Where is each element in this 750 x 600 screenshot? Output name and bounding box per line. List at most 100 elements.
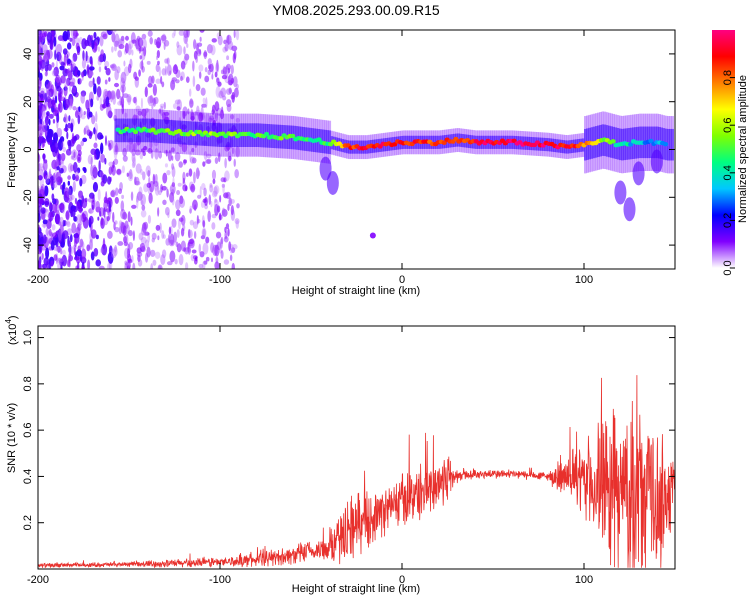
spectrogram-noise-cell xyxy=(134,76,139,81)
spectrogram-noise-cell xyxy=(44,124,50,131)
spectrogram-noise-cell xyxy=(188,88,192,97)
spectrogram-noise-cell xyxy=(149,37,154,45)
spectrogram-noise-cell xyxy=(51,202,58,214)
spectrogram-noise-cell xyxy=(139,242,146,253)
spectrogram-noise-cell xyxy=(52,132,59,144)
spectrogram-noise-cell xyxy=(232,52,236,64)
spectrogram-lobe xyxy=(623,197,636,222)
spectrogram-noise-cell xyxy=(127,172,134,182)
spectrogram-xtick-label: -200 xyxy=(27,274,49,286)
spectrogram-noise-cell xyxy=(144,231,150,236)
spectrogram-noise-cell xyxy=(66,188,72,198)
spectrogram-noise-cell xyxy=(74,37,80,45)
spectrogram-noise-cell xyxy=(75,254,81,264)
spectrogram-noise-cell xyxy=(110,91,115,99)
spectrogram-noise-cell xyxy=(178,30,185,36)
spectrogram-noise-cell xyxy=(123,241,128,247)
spectrogram-noise-cell xyxy=(220,177,226,183)
spectrogram-noise-cell xyxy=(68,139,72,151)
spectrogram-noise-cell xyxy=(89,71,94,77)
snr-exponent: (x104) xyxy=(4,315,19,345)
spectrogram-noise-cell xyxy=(77,245,81,252)
spectrogram-noise-cell xyxy=(228,155,232,162)
spectrogram-noise-cell xyxy=(113,148,118,160)
spectrogram-noise-cell xyxy=(203,260,208,265)
spectrogram-noise-cell xyxy=(234,218,240,225)
spectrogram-noise-cell xyxy=(197,194,202,199)
spectrogram-noise-cell xyxy=(76,214,82,225)
spectrogram-noise-cell xyxy=(39,186,45,198)
spectrogram-ytick-label: -40 xyxy=(22,237,34,253)
spectrogram-noise-cell xyxy=(120,35,125,42)
spectrogram-noise-cell xyxy=(187,108,190,115)
spectrogram-noise-cell xyxy=(132,230,135,242)
spectrogram-noise-cell xyxy=(234,168,239,179)
spectrogram-noise-cell xyxy=(220,250,224,259)
spectrogram-noise-cell xyxy=(113,221,116,231)
spectrogram-noise-cell xyxy=(227,35,230,46)
spectrogram-noise-cell xyxy=(143,145,148,151)
spectrogram-noise-cell xyxy=(147,83,153,88)
spectrogram-noise-cell xyxy=(48,211,54,222)
spectrogram-noise-cell xyxy=(128,142,135,154)
spectrogram-noise-cell xyxy=(43,173,47,180)
spectrogram-noise-cell xyxy=(217,152,221,163)
spectrogram-noise-cell xyxy=(85,50,88,62)
spectrogram-noise-cell xyxy=(88,111,93,118)
spectrogram-noise-cell xyxy=(63,116,67,123)
spectrogram-noise-cell xyxy=(107,176,112,185)
spectrogram-band xyxy=(671,128,674,161)
spectrogram-noise-cell xyxy=(213,186,218,197)
spectrogram-noise-cell xyxy=(113,44,118,52)
spectrogram-noise-cell xyxy=(72,52,78,62)
spectrogram-noise-cell xyxy=(127,63,132,74)
spectrogram-noise-cell xyxy=(81,38,87,50)
spectrogram-noise-cell xyxy=(81,58,87,69)
spectrogram-noise-cell xyxy=(168,239,175,247)
spectrogram-noise-cell xyxy=(167,150,172,162)
spectrogram-noise-cell xyxy=(116,88,121,100)
spectrogram-noise-cell xyxy=(126,93,132,103)
spectrogram-noise-cell xyxy=(71,64,75,71)
spectrogram-noise-cell xyxy=(141,33,147,40)
spectrogram-noise-cell xyxy=(71,132,75,144)
spectrogram-noise-cell xyxy=(208,117,213,123)
spectrogram-noise-cell xyxy=(195,55,199,63)
spectrogram-noise-cell xyxy=(61,254,67,267)
spectrogram-noise-cell xyxy=(211,169,217,180)
spectrogram-noise-cell xyxy=(168,226,172,235)
spectrogram-noise-cell xyxy=(44,174,50,184)
spectrogram-noise-cell xyxy=(207,64,212,70)
spectrogram-noise-cell xyxy=(207,210,211,223)
spectrogram-ytick-label: 20 xyxy=(22,96,34,108)
spectrogram-noise-cell xyxy=(137,110,143,116)
spectrogram-noise-cell xyxy=(162,172,168,184)
spectrogram-noise-cell xyxy=(146,182,152,188)
spectrogram-noise-cell xyxy=(127,211,131,223)
spectrogram-noise-cell xyxy=(110,248,117,259)
spectrogram-noise-cell xyxy=(38,175,43,181)
spectrogram-noise-cell xyxy=(88,131,93,140)
spectrogram-noise-cell xyxy=(160,35,167,41)
spectrogram-noise-cell xyxy=(160,254,166,266)
spectrogram-noise-cell xyxy=(202,220,206,228)
spectrogram-noise-cell xyxy=(128,229,133,237)
spectrogram-noise-cell xyxy=(205,159,211,164)
spectrogram-noise-cell xyxy=(52,232,58,238)
spectrogram-noise-cell xyxy=(127,43,132,56)
spectrogram-noise-cell xyxy=(164,65,167,76)
spectrogram-noise-cell xyxy=(198,71,202,79)
spectrogram-noise-cell xyxy=(114,69,119,81)
spectrogram-noise-cell xyxy=(75,174,80,182)
spectrogram-noise-cell xyxy=(122,147,127,157)
spectrogram-noise-cell xyxy=(42,61,46,69)
spectrogram-noise-cell xyxy=(190,115,195,121)
spectrogram-noise-cell xyxy=(110,93,113,103)
spectrogram-noise-cell xyxy=(224,170,230,182)
spectrogram-noise-cell xyxy=(47,97,52,110)
spectrogram-noise-cell xyxy=(198,64,204,72)
snr-ytick-label: 0.8 xyxy=(22,376,34,391)
colorbar-ticks: 0.0 0.2 0.4 0.6 0.8 xyxy=(722,70,735,276)
spectrogram-noise-cell xyxy=(87,197,94,203)
spectrogram-noise-cell xyxy=(193,204,197,212)
